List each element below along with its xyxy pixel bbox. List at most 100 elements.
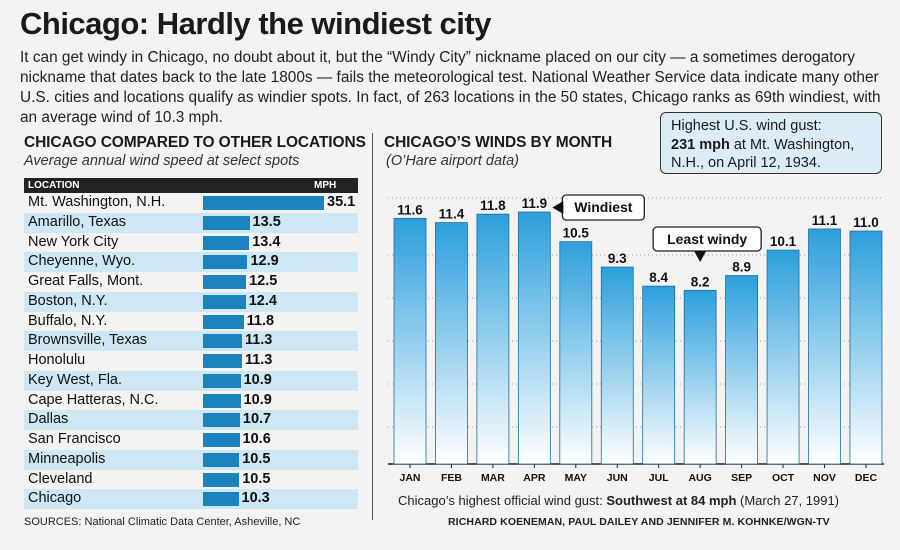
location-bar	[203, 492, 239, 507]
location-name: San Francisco	[28, 431, 121, 447]
location-bar	[203, 235, 250, 250]
location-row: Chicago 10.3	[24, 489, 358, 509]
month-value-label: 11.6	[397, 202, 423, 217]
month-value-label: 9.3	[608, 251, 627, 266]
month-value-label: 8.9	[732, 260, 751, 275]
month-tick-label: MAY	[565, 472, 587, 484]
left-chart-title: CHICAGO COMPARED TO OTHER LOCATIONS	[24, 134, 366, 151]
location-value: 10.5	[242, 470, 271, 487]
month-bar	[559, 241, 593, 465]
location-bar	[203, 334, 242, 349]
location-row: Brownsville, Texas 11.3	[24, 331, 358, 351]
gust-line-1: Highest U.S. wind gust:	[671, 118, 822, 134]
location-bar	[203, 472, 240, 487]
gust-value: 231 mph	[671, 136, 730, 153]
month-bar	[808, 228, 841, 465]
location-bar	[203, 354, 242, 368]
location-row: Minneapolis 10.5	[24, 449, 358, 470]
month-bar	[642, 285, 676, 465]
location-name: Brownsville, Texas	[28, 332, 148, 349]
location-bar	[203, 413, 240, 428]
location-bar	[203, 433, 240, 447]
month-value-label: 10.1	[770, 234, 797, 249]
location-value: 35.1	[327, 194, 356, 210]
annotation-windiest: Windiest	[574, 199, 633, 215]
right-chart-title: CHICAGO’S WINDS BY MONTH	[384, 134, 613, 151]
location-value: 10.5	[242, 450, 271, 467]
month-value-label: 8.2	[691, 274, 710, 289]
location-row: Honolulu 11.3	[24, 351, 358, 371]
location-value: 12.9	[250, 253, 279, 270]
page-title: Chicago: Hardly the windiest city	[20, 6, 491, 41]
location-name: Chicago	[28, 490, 82, 507]
location-row: San Francisco 10.6	[24, 430, 358, 450]
location-value: 10.6	[242, 431, 271, 447]
location-row: Boston, N.Y. 12.4	[24, 291, 358, 312]
month-value-label: 11.0	[853, 215, 879, 230]
month-tick-label: FEB	[441, 472, 462, 484]
location-table: LOCATION MPH Mt. Washington, N.H. 35.1 Ama…	[24, 178, 358, 509]
month-tick-label: AUG	[688, 472, 711, 484]
location-name: Minneapolis	[28, 450, 106, 467]
month-bar	[476, 213, 510, 465]
month-tick-label: JAN	[399, 472, 420, 484]
location-value: 10.7	[242, 411, 272, 428]
month-tick-label: APR	[523, 472, 546, 484]
month-value-label: 8.4	[649, 270, 668, 285]
location-row: Cleveland 10.5	[24, 470, 358, 490]
location-bar	[203, 196, 324, 210]
location-row: New York City 13.4	[24, 233, 358, 253]
location-bar	[203, 393, 241, 408]
location-table-header: LOCATION MPH	[24, 178, 358, 193]
annotation-least-windy: Least windy	[667, 231, 747, 247]
location-value: 11.8	[246, 312, 275, 329]
location-value: 13.5	[252, 213, 281, 230]
month-bar	[766, 249, 800, 465]
annotation-callout: Windiest	[552, 194, 645, 221]
section-divider	[372, 133, 373, 520]
month-value-label: 10.5	[563, 226, 590, 241]
month-tick-label: JUN	[607, 472, 628, 484]
location-bar	[203, 452, 240, 467]
gust-line-2: 231 mph at Mt. Washington,	[671, 136, 881, 155]
location-row: Great Falls, Mont. 12.5	[24, 272, 358, 292]
footnote-bold: Southwest at 84 mph	[606, 493, 737, 508]
month-value-label: 11.8	[480, 198, 506, 213]
month-tick-label: SEP	[731, 472, 752, 484]
location-name: Great Falls, Mont.	[28, 273, 144, 289]
location-row: Buffalo, N.Y. 11.8	[24, 312, 358, 332]
location-name: Cheyenne, Wyo.	[28, 253, 136, 270]
month-bar	[725, 275, 758, 465]
location-row: Cheyenne, Wyo. 12.9	[24, 252, 358, 272]
month-tick-label: NOV	[813, 472, 836, 484]
location-name: Mt. Washington, N.H.	[28, 194, 166, 210]
header-mph: MPH	[314, 180, 337, 191]
month-bar	[393, 217, 427, 465]
month-tick-label: DEC	[855, 472, 878, 484]
location-name: Cape Hatteras, N.C.	[28, 391, 159, 408]
location-bar	[203, 314, 244, 329]
highest-gust-callout: Highest U.S. wind gust: 231 mph at Mt. W…	[660, 112, 882, 174]
month-tick-label: MAR	[481, 472, 505, 484]
location-name: Amarillo, Texas	[28, 213, 127, 230]
location-row: Cape Hatteras, N.C. 10.9	[24, 391, 358, 411]
annotation-callout: Least windy	[652, 226, 762, 262]
location-bar	[203, 255, 248, 270]
month-tick-label: JUL	[649, 472, 669, 484]
month-value-label: 11.1	[812, 213, 838, 228]
footnote-prefix: Chicago’s highest official wind gust:	[398, 493, 607, 508]
location-value: 10.3	[241, 490, 270, 507]
month-bar	[683, 289, 717, 465]
gust-location: at Mt. Washington,	[729, 136, 855, 153]
credit-line: RICHARD KOENEMAN, PAUL DAILEY AND JENNIF…	[448, 516, 830, 528]
right-chart-subtitle: (O’Hare airport data)	[386, 153, 519, 169]
month-bar	[600, 266, 634, 465]
left-chart-subtitle: Average annual wind speed at select spot…	[24, 153, 300, 169]
month-value-label: 11.9	[522, 196, 548, 211]
location-value: 12.4	[248, 292, 277, 309]
location-value: 10.9	[243, 391, 272, 408]
month-value-label: 11.4	[439, 207, 465, 222]
location-value: 12.5	[249, 273, 278, 289]
location-name: Honolulu	[28, 352, 86, 368]
